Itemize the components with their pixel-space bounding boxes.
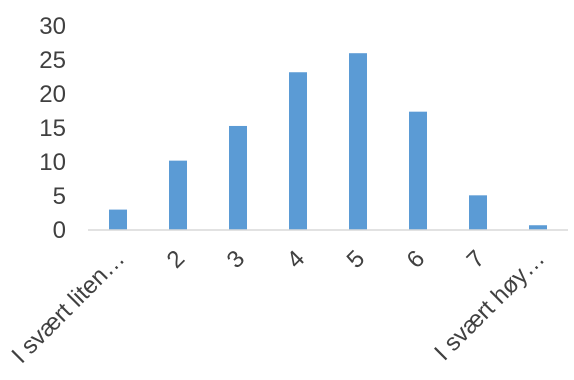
bar-series	[109, 53, 547, 231]
bar	[109, 209, 127, 230]
bar	[349, 53, 367, 231]
x-tick-label: 3	[222, 245, 251, 274]
x-axis-tick-labels: I svært liten… 2 3 4 5 6 7I svært høy…	[6, 245, 550, 369]
x-tick-label: I svært høy…	[429, 245, 550, 366]
y-tick-label: 25	[39, 47, 66, 74]
bar	[529, 225, 547, 230]
y-tick-label: 5	[53, 183, 66, 210]
x-tick-label: 5	[342, 245, 371, 274]
bar	[469, 195, 487, 230]
x-tick-label: 4	[282, 245, 311, 274]
x-tick-label: I svært liten…	[6, 245, 130, 369]
y-tick-label: 0	[53, 217, 66, 244]
bar	[169, 160, 187, 230]
y-tick-label: 30	[39, 13, 66, 40]
bar	[289, 72, 307, 231]
x-tick-label: 2	[162, 245, 191, 274]
y-tick-label: 15	[39, 115, 66, 142]
x-tick-label: 7	[462, 245, 491, 274]
y-axis-tick-labels: 0 5 10 15 20 25 30	[39, 13, 66, 244]
bar	[409, 111, 427, 230]
bar	[229, 125, 247, 230]
y-tick-label: 10	[39, 149, 66, 176]
x-tick-label: 6	[402, 245, 431, 274]
y-tick-label: 20	[39, 81, 66, 108]
